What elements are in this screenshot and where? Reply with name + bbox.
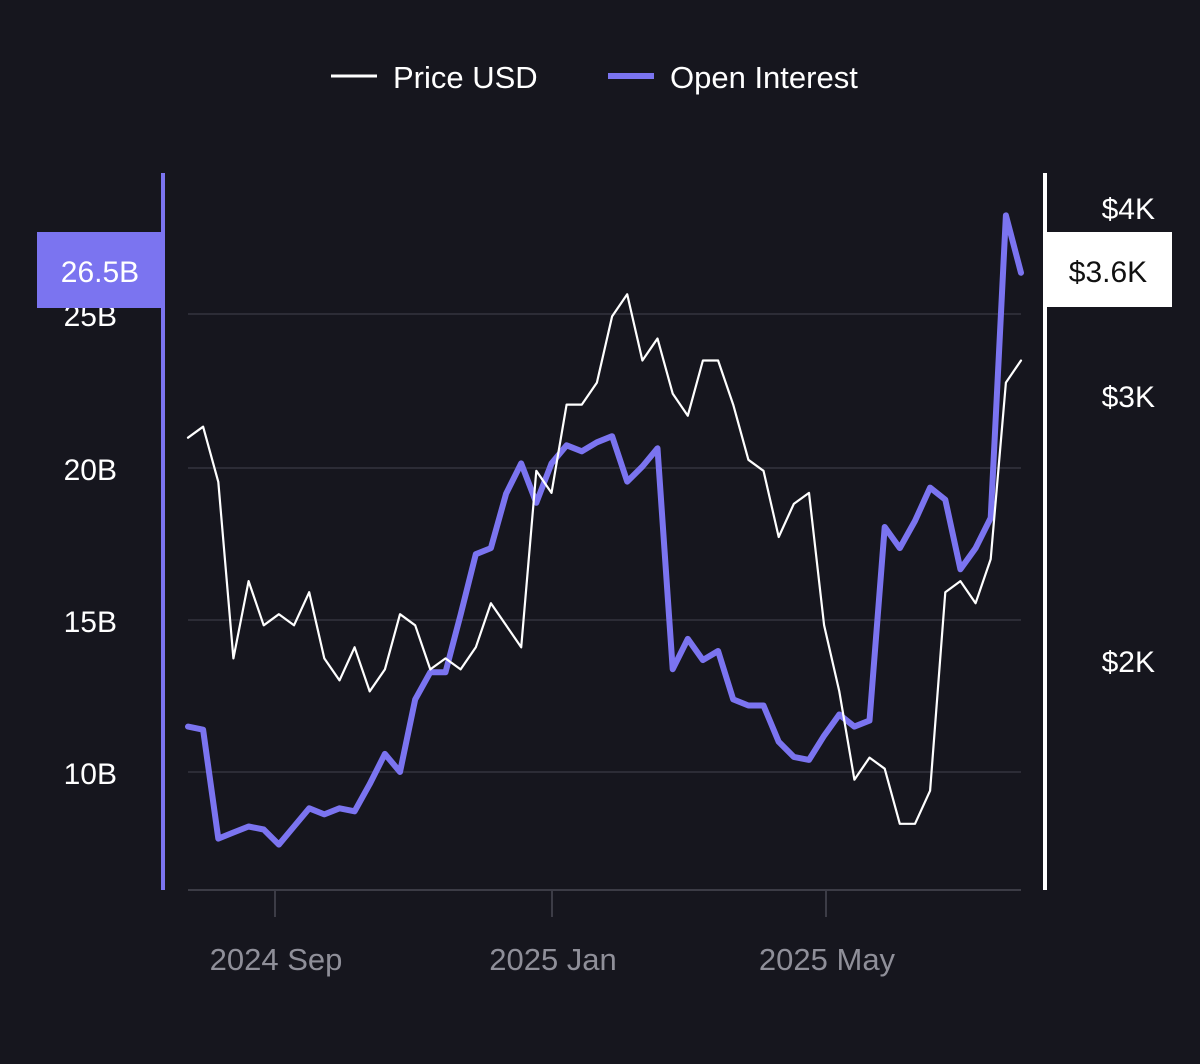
series-line-price[interactable] — [186, 293, 1023, 825]
legend-label-price[interactable]: Price USD — [393, 60, 538, 95]
right-tick-label-2k: $2K — [1102, 646, 1155, 679]
left-tick-label-15b: 15B — [64, 606, 117, 639]
series-line-open-interest[interactable] — [185, 212, 1024, 848]
right-current-value-badge: $3.6K — [1047, 232, 1172, 307]
right-badge-label: $3.6K — [1069, 256, 1147, 289]
x-tick-label-2025-jan: 2025 Jan — [489, 942, 617, 977]
x-axis-ticks: 2024 Sep 2025 Jan 2025 May — [210, 890, 896, 977]
left-tick-label-20b: 20B — [64, 454, 117, 487]
left-badge-background — [37, 232, 163, 308]
legend: Price USD Open Interest — [331, 60, 858, 95]
left-axis-ticks: 25B 20B 15B 10B — [64, 300, 117, 791]
left-tick-label-10b: 10B — [64, 758, 117, 791]
right-axis-ticks: $4K $3K $2K — [1102, 193, 1155, 679]
left-badge-label: 26.5B — [61, 256, 139, 289]
x-tick-label-2024-sep: 2024 Sep — [210, 942, 343, 977]
x-tick-label-2025-may: 2025 May — [759, 942, 896, 977]
left-current-value-badge: 26.5B — [37, 232, 163, 308]
right-tick-label-4k: $4K — [1102, 193, 1155, 226]
gridlines — [188, 313, 1021, 773]
legend-label-open-interest[interactable]: Open Interest — [670, 60, 858, 95]
right-tick-label-3k: $3K — [1102, 381, 1155, 414]
right-badge-background — [1047, 232, 1172, 307]
